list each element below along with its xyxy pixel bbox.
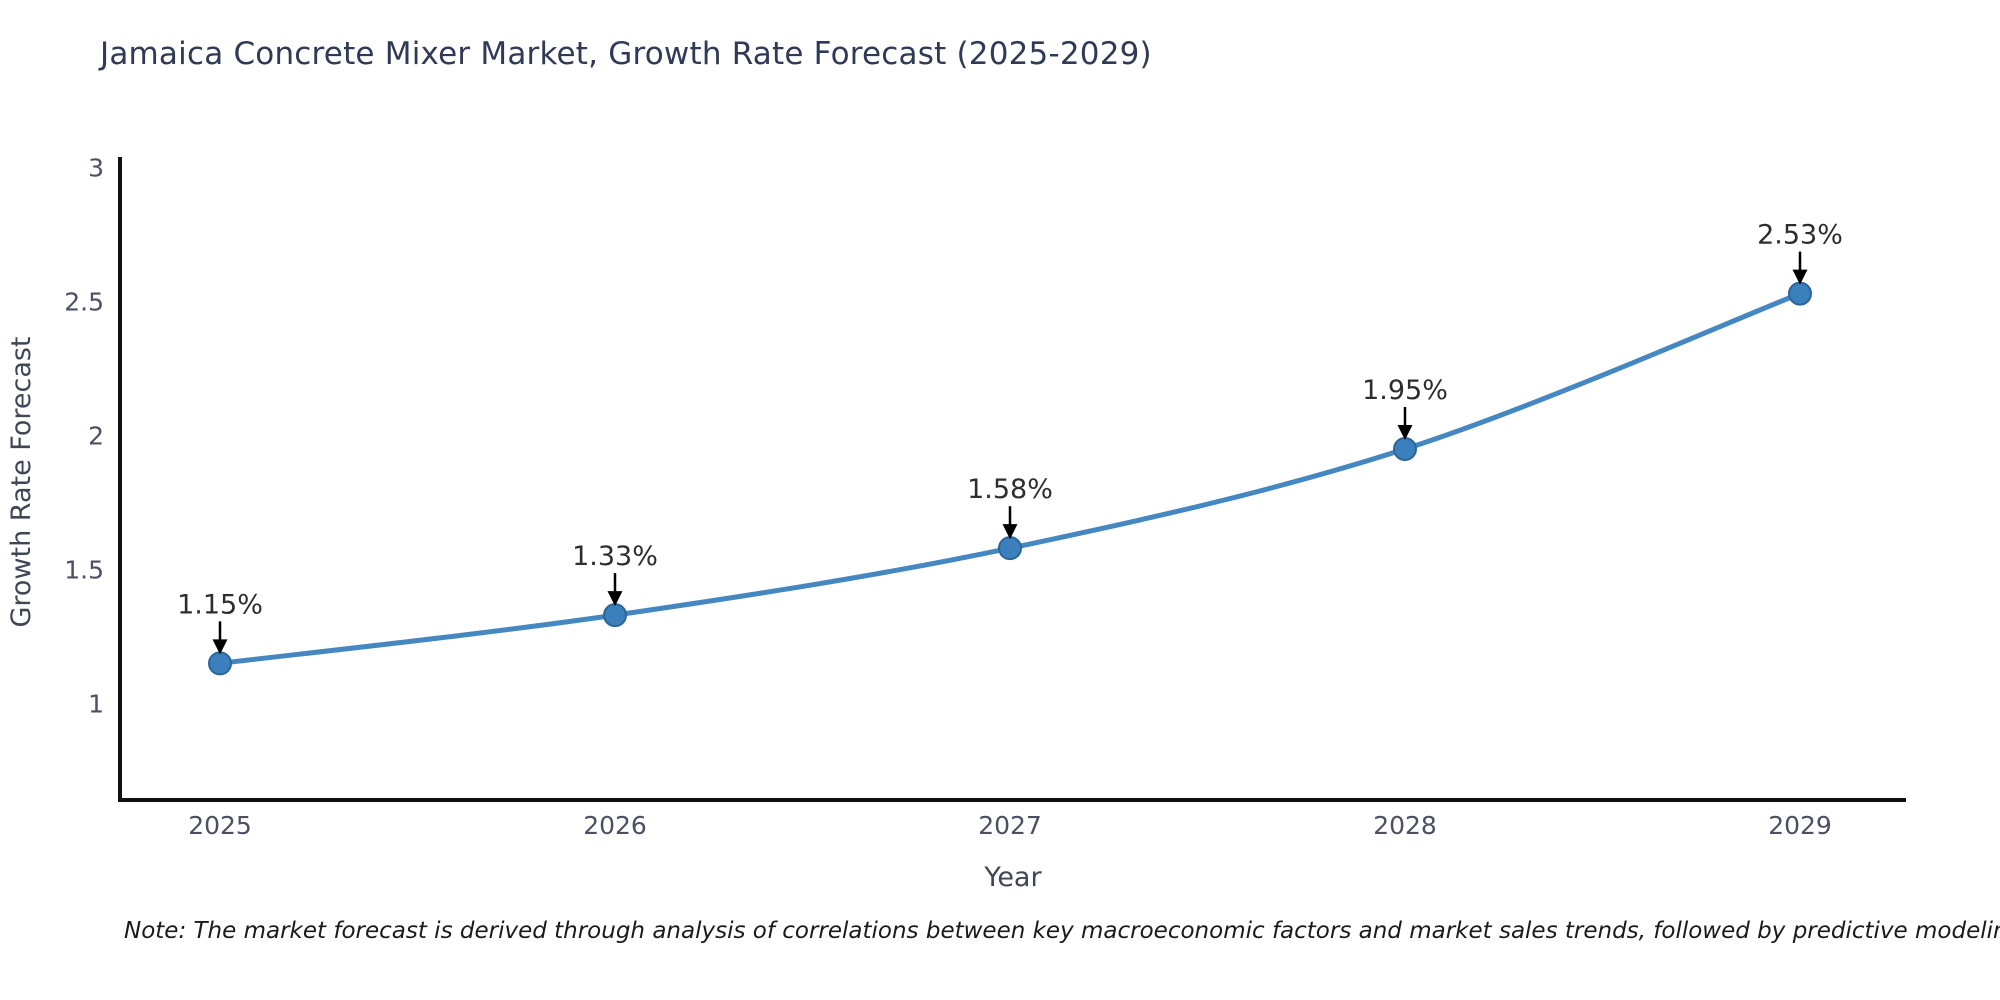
- annotation-label: 1.95%: [1362, 375, 1448, 406]
- x-tick-label: 2025: [188, 811, 252, 840]
- y-tick-label: 2: [88, 422, 104, 451]
- x-tick-label: 2029: [1768, 811, 1832, 840]
- y-tick-label: 1.5: [64, 556, 104, 585]
- chart-title: Jamaica Concrete Mixer Market, Growth Ra…: [100, 36, 1152, 72]
- annotation-arrow-head: [607, 591, 623, 607]
- annotation-arrow-head: [1397, 425, 1413, 441]
- annotation-label: 1.58%: [967, 474, 1053, 505]
- annotation-arrow-head: [1792, 269, 1808, 285]
- data-point: [1788, 281, 1812, 306]
- y-axis-title: Growth Rate Forecast: [6, 336, 37, 627]
- footnote: Note: The market forecast is derived thr…: [124, 918, 2000, 944]
- annotation-arrow-head: [1002, 524, 1018, 540]
- annotation-label: 1.33%: [572, 541, 658, 572]
- x-tick-label: 2027: [978, 811, 1042, 840]
- data-point: [208, 651, 232, 676]
- data-point: [1393, 437, 1417, 462]
- annotation-arrow-head: [212, 639, 228, 655]
- annotation-label: 1.15%: [177, 589, 263, 620]
- data-point: [998, 536, 1022, 561]
- y-tick-label: 3: [88, 154, 104, 183]
- annotation-label: 2.53%: [1757, 220, 1843, 251]
- x-tick-label: 2026: [583, 811, 647, 840]
- x-tick-label: 2028: [1373, 811, 1437, 840]
- y-tick-label: 2.5: [64, 288, 104, 317]
- data-point: [603, 603, 627, 628]
- y-tick-label: 1: [88, 690, 104, 719]
- x-axis-title: Year: [983, 862, 1042, 893]
